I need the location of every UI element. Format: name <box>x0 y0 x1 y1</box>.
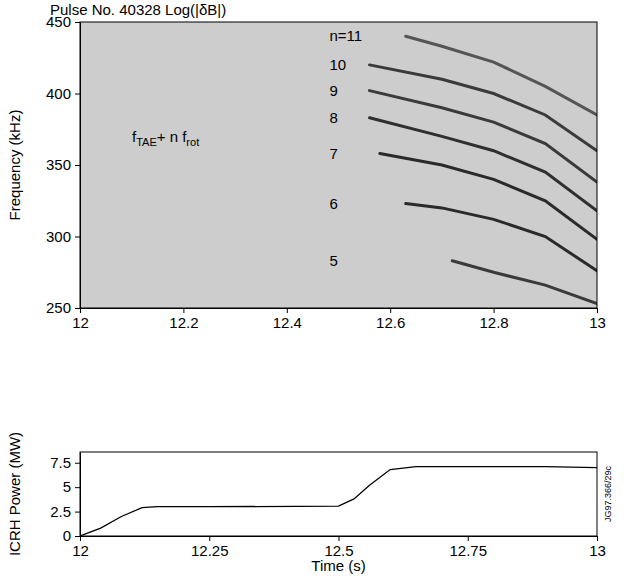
x-tick: 12.8 <box>479 308 508 331</box>
x-axis-title: Time (s) <box>311 557 365 574</box>
x-tick-label: 12.75 <box>449 542 487 559</box>
x-axis-line <box>81 308 598 309</box>
x-tick-mark <box>209 536 210 541</box>
series-line <box>80 467 597 536</box>
x-tick-mark <box>339 536 340 541</box>
y-tick-label: 350 <box>46 156 71 173</box>
y-tick-label: 300 <box>46 228 71 245</box>
annotation-subscript: TAE <box>136 136 157 148</box>
x-tick-mark <box>597 536 598 541</box>
y-tick-mark <box>75 22 80 23</box>
x-tick-label: 13 <box>589 542 606 559</box>
series-line <box>370 91 597 183</box>
y-tick-label: 0 <box>63 527 71 544</box>
y-axis-line <box>80 453 81 537</box>
x-tick-label: 12.6 <box>376 314 405 331</box>
series-line <box>452 261 597 304</box>
x-tick: 12.5 <box>324 536 353 559</box>
series-label: 7 <box>330 145 338 162</box>
x-tick-label: 12.25 <box>191 542 229 559</box>
x-tick: 12.25 <box>191 536 229 559</box>
x-tick-mark <box>468 536 469 541</box>
y-tick: 7.5 <box>50 454 80 471</box>
x-tick-label: 12.4 <box>273 314 302 331</box>
figure: n=11 10 9 8 7 6 5 12 12.2 12.4 12.6 12.8 13 250 300 350… <box>0 0 630 578</box>
x-tick: 13 <box>589 536 606 559</box>
x-tick-mark <box>597 308 598 313</box>
x-axis: 12 12.2 12.4 12.6 12.8 13 <box>72 308 606 331</box>
title: Pulse No. 40328 Log(|δB|) <box>50 1 226 18</box>
x-tick-mark <box>494 308 495 313</box>
x-tick-mark <box>80 308 81 313</box>
y-tick-mark <box>75 165 80 166</box>
panel-0: n=11 10 9 8 7 6 5 12 12.2 12.4 12.6 12.8 13 250 300 350… <box>6 1 606 331</box>
x-tick-mark <box>80 536 81 541</box>
x-tick-label: 12.8 <box>479 314 508 331</box>
series-line <box>406 204 597 271</box>
series-line <box>380 154 597 240</box>
y-tick-mark <box>75 536 80 537</box>
y-tick-mark <box>75 237 80 238</box>
x-tick-mark <box>183 308 184 313</box>
series-line <box>370 118 597 211</box>
y-tick: 400 <box>46 85 80 102</box>
y-tick: 300 <box>46 228 80 245</box>
y-tick-label: 250 <box>46 299 71 316</box>
series-label: 5 <box>330 252 338 269</box>
y-tick-label: 7.5 <box>50 454 71 471</box>
x-axis: 12 12.25 12.5 12.75 13 <box>72 536 606 559</box>
x-tick: 12.4 <box>273 308 302 331</box>
y-tick-mark <box>75 512 80 513</box>
annotation-text: + n f <box>157 128 187 145</box>
x-tick-mark <box>390 308 391 313</box>
y-axis: 250300350400450 <box>46 13 81 316</box>
x-tick: 12.6 <box>376 308 405 331</box>
y-tick-label: 2.5 <box>50 503 71 520</box>
marks <box>370 36 597 303</box>
panel-1: 12 12.25 12.5 12.75 13 0 2.5 5 7.5 ICRH Power (MW… <box>6 432 613 574</box>
y-tick: 2.5 <box>50 503 80 520</box>
y-tick-mark <box>75 463 80 464</box>
series-label: 9 <box>330 82 338 99</box>
x-tick-mark <box>287 308 288 313</box>
y-tick-label: 5 <box>63 478 71 495</box>
x-tick-label: 13 <box>589 314 606 331</box>
series-line <box>370 65 597 151</box>
y-axis-title: ICRH Power (MW) <box>6 432 23 556</box>
x-tick: 12.2 <box>169 308 198 331</box>
y-axis-title: Frequency (kHz) <box>6 110 23 221</box>
y-tick-mark <box>75 94 80 95</box>
plot-frame <box>80 452 597 536</box>
x-tick: 12 <box>72 536 89 559</box>
series-line <box>406 36 597 115</box>
y-tick: 5 <box>63 478 80 495</box>
annotation: JG97.366/29c <box>603 465 613 522</box>
y-tick: 250 <box>46 299 80 316</box>
y-tick-mark <box>75 308 80 309</box>
y-axis: 0 2.5 5 7.5 <box>50 453 80 545</box>
y-tick-label: 400 <box>46 85 71 102</box>
y-tick: 0 <box>63 527 80 544</box>
x-tick: 13 <box>589 308 606 331</box>
y-tick-mark <box>75 487 80 488</box>
annotation: fTAE+ n frot <box>132 128 199 148</box>
series-label: 10 <box>330 56 347 73</box>
y-axis-line <box>80 23 81 309</box>
x-tick-label: 12 <box>72 314 89 331</box>
x-tick-label: 12.2 <box>169 314 198 331</box>
marks <box>80 467 597 536</box>
y-tick: 350 <box>46 156 80 173</box>
series-label: 8 <box>330 109 338 126</box>
series-label: n=11 <box>330 27 363 44</box>
plot-background <box>80 22 597 308</box>
x-tick-label: 12 <box>72 542 89 559</box>
annotation-subscript: rot <box>186 136 199 148</box>
plot-frame <box>80 22 597 308</box>
x-tick: 12.75 <box>449 536 487 559</box>
x-tick: 12 <box>72 308 89 331</box>
series-label: 6 <box>330 195 338 212</box>
